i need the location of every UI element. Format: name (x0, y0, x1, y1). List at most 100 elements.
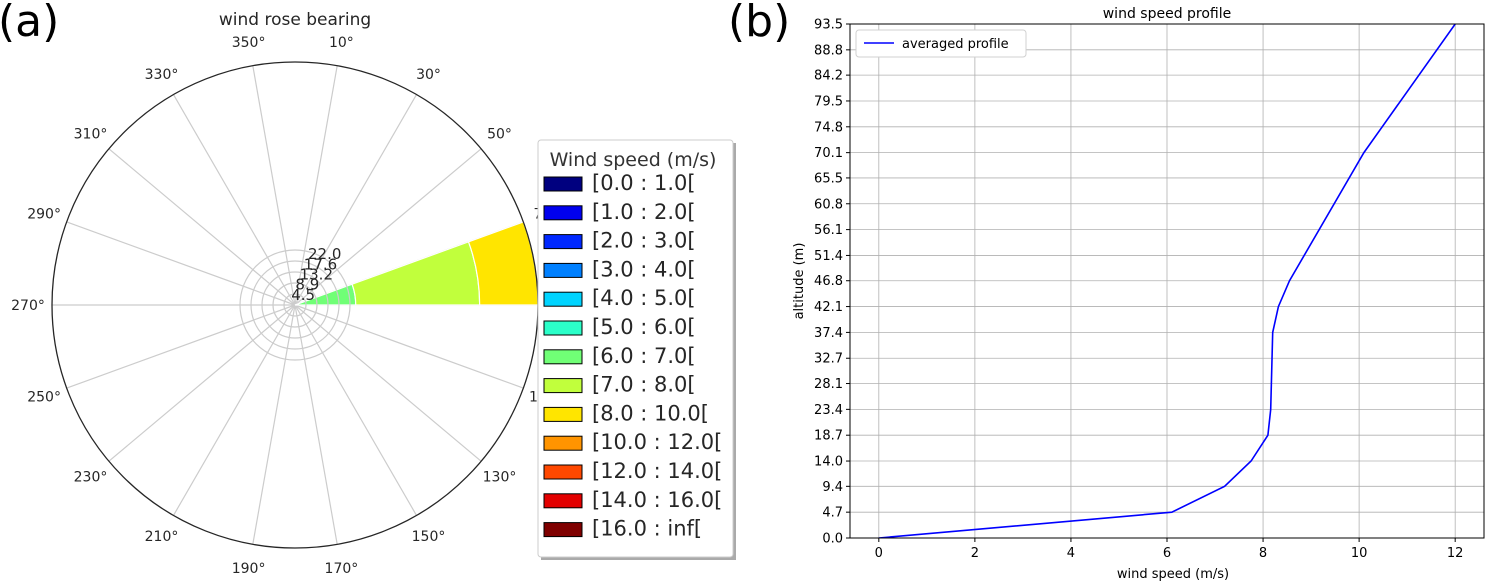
profile-ytick-label: 60.8 (814, 197, 843, 212)
rose-angle-label: 230° (74, 470, 108, 486)
legend-swatch (543, 291, 583, 307)
profile-ytick-label: 46.8 (814, 274, 843, 289)
profile-xticks: 0 2 4 6 8 10 12 (875, 538, 1463, 561)
profile-ytick-label: 56.1 (814, 223, 843, 238)
legend-entry-label: [16.0 : inf[ (592, 517, 702, 541)
panel-label-b: (b) (728, 0, 790, 47)
profile-ytick-label: 88.8 (814, 43, 843, 58)
profile-ytick-label: 93.5 (814, 18, 843, 33)
rose-spoke (108, 148, 296, 306)
profile-grid (850, 23, 1484, 539)
profile-xtick-label: 4 (1067, 546, 1075, 561)
profile-ytick-label: 4.7 (822, 506, 843, 521)
legend-frame (537, 139, 734, 558)
profile-xtick-label: 8 (1259, 546, 1267, 561)
rose-ring (239, 249, 351, 361)
legend-entry-label: [7.0 : 8.0[ (592, 373, 696, 397)
profile-series-line (878, 24, 1456, 538)
rose-spoke (294, 304, 418, 516)
profile-xtick-label: 10 (1351, 546, 1368, 561)
rose-angle-label: 210° (145, 529, 179, 545)
profile-legend-label: averaged profile (902, 37, 1009, 52)
rose-angle-label: 150° (412, 529, 446, 545)
legend-swatch (543, 262, 583, 278)
rose-title: wind rose bearing (219, 10, 371, 30)
profile-xtick-label: 2 (971, 546, 979, 561)
legend-entry-label: [10.0 : 12.0[ (592, 430, 722, 454)
rose-ring (261, 271, 329, 339)
rose-legend: Wind speed (m/s) [0.0 : 1.0[[1.0 : 2.0[[… (537, 139, 736, 560)
rose-spoke (172, 304, 296, 516)
rose-spoke (294, 304, 482, 462)
rose-spoke (66, 221, 296, 306)
legend-swatch (543, 176, 583, 192)
rose-angle-label: 270° (11, 298, 45, 314)
rose-angle-label: 170° (325, 561, 359, 577)
profile-chart: wind speed profile 0 2 4 6 8 10 12 0.0 4.7 9.4 14… (792, 6, 1485, 582)
profile-ytick-label: 79.5 (814, 94, 843, 109)
rose-ring (272, 282, 318, 328)
legend-entries: [0.0 : 1.0[[1.0 : 2.0[[2.0 : 3.0[[3.0 : … (543, 171, 722, 541)
rose-angle-label: 50° (487, 126, 512, 142)
profile-ytick-label: 65.5 (814, 171, 843, 186)
rose-angle-label: 330° (145, 67, 179, 83)
profile-ytick-label: 84.2 (814, 69, 843, 84)
legend-entry-label: [4.0 : 5.0[ (592, 286, 696, 310)
rose-angle-label: 190° (232, 561, 266, 577)
rose-spoke (294, 304, 338, 545)
legend-entry-label: [12.0 : 14.0[ (592, 459, 722, 483)
legend-entry-label: [3.0 : 4.0[ (592, 257, 696, 281)
legend-swatch (543, 205, 583, 221)
legend-swatch (543, 234, 583, 250)
rose-angle-label: 10° (329, 35, 354, 51)
rose-angle-label: 350° (232, 35, 266, 51)
legend-swatch (543, 349, 583, 365)
legend-entry-label: [14.0 : 16.0[ (592, 488, 722, 512)
profile-title: wind speed profile (1103, 6, 1232, 22)
rose-spoke (294, 65, 338, 306)
profile-series (878, 24, 1456, 538)
profile-ytick-label: 18.7 (814, 429, 843, 444)
profile-ytick-label: 51.4 (814, 249, 843, 264)
rose-radial-label: 4.5 (291, 286, 315, 304)
rose-angle-label: 290° (27, 207, 61, 223)
rose-rings (239, 249, 351, 361)
profile-ytick-label: 42.1 (814, 300, 843, 315)
profile-xlabel: wind speed (m/s) (1117, 567, 1229, 582)
profile-ytick-label: 37.4 (814, 326, 843, 341)
profile-ytick-label: 32.7 (814, 352, 843, 367)
rose-angle-label: 250° (27, 389, 61, 405)
profile-legend: averaged profile (855, 29, 1027, 58)
legend-title: Wind speed (m/s) (550, 149, 717, 171)
rose-spoke (252, 304, 296, 545)
rose-spokes (52, 65, 538, 545)
legend-entry-label: [0.0 : 1.0[ (592, 171, 696, 195)
profile-xtick-label: 6 (1163, 546, 1171, 561)
rose-spoke (108, 304, 296, 462)
profile-ytick-label: 70.1 (814, 146, 843, 161)
legend-entry-label: [2.0 : 3.0[ (592, 229, 696, 253)
profile-ytick-label: 28.1 (814, 377, 843, 392)
profile-ytick-label: 0.0 (822, 532, 843, 547)
profile-ytick-label: 23.4 (814, 403, 843, 418)
rose-spoke (294, 304, 524, 389)
rose-angle-label: 310° (74, 126, 108, 142)
legend-entry-label: [5.0 : 6.0[ (592, 315, 696, 339)
legend-swatch (543, 406, 583, 422)
legend-swatch (543, 522, 583, 538)
legend-entry-label: [8.0 : 10.0[ (592, 401, 709, 425)
rose-spoke (66, 304, 296, 389)
rose-radial-labels: 4.58.913.217.622.0 (291, 245, 341, 304)
profile-xtick-label: 0 (875, 546, 883, 561)
legend-swatch (543, 320, 583, 336)
panel-label-a: (a) (0, 0, 59, 47)
profile-ytick-label: 9.4 (822, 480, 843, 495)
rose-sector-segment (351, 241, 481, 306)
rose-angle-label: 130° (483, 470, 517, 486)
rose-radial-label: 22.0 (308, 245, 341, 263)
legend-swatch (543, 493, 583, 509)
rose-radial-label: 8.9 (295, 276, 319, 294)
profile-legend-frame (855, 29, 1027, 58)
rose-radial-label: 17.6 (304, 255, 337, 273)
profile-ylabel: altitude (m) (792, 243, 807, 320)
